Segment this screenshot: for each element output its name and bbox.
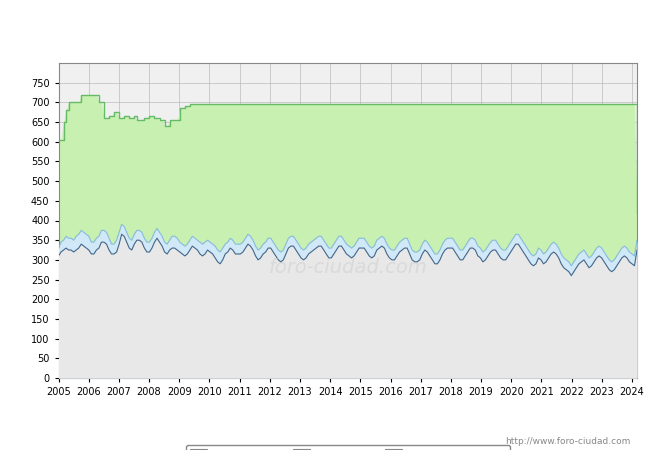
Legend: Ocupados, Parados, Hab. entre 16-64: Ocupados, Parados, Hab. entre 16-64 (185, 445, 510, 450)
Text: foro-ciudad.com: foro-ciudad.com (268, 258, 427, 277)
Text: Les - Evolucion de la poblacion en edad de Trabajar Mayo de 2024: Les - Evolucion de la poblacion en edad … (117, 18, 533, 31)
Text: http://www.foro-ciudad.com: http://www.foro-ciudad.com (505, 436, 630, 446)
